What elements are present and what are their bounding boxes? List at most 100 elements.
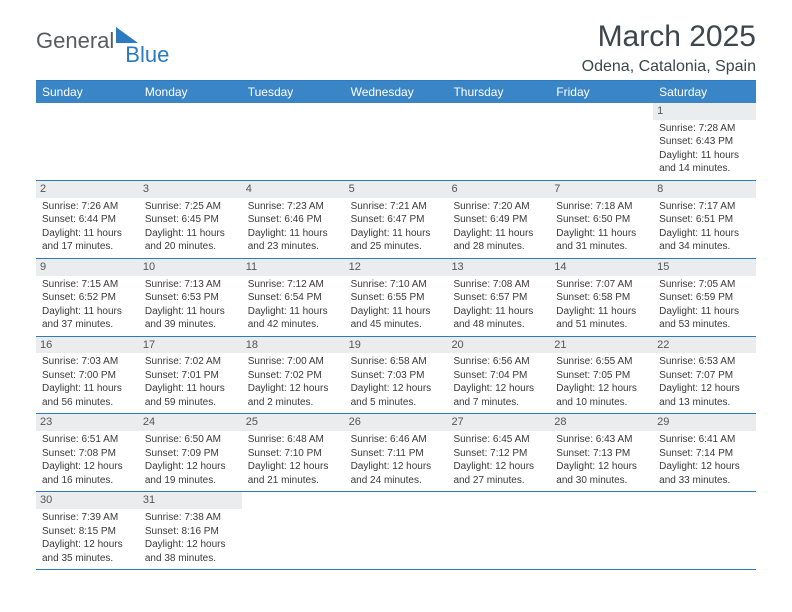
header-cell-wednesday: Wednesday [345,81,448,103]
daylight-text: Daylight: 12 hours and 10 minutes. [556,382,647,409]
logo-blue-text: Blue [125,42,169,68]
day-cell: 4Sunrise: 7:23 AMSunset: 6:46 PMDaylight… [242,181,345,258]
daylight-text: Daylight: 11 hours and 17 minutes. [42,227,133,254]
day-number: 14 [550,259,653,276]
daylight-text: Daylight: 11 hours and 59 minutes. [145,382,236,409]
sunset-text: Sunset: 7:04 PM [453,369,544,383]
day-cell: 21Sunrise: 6:55 AMSunset: 7:05 PMDayligh… [550,337,653,414]
day-number: 24 [139,414,242,431]
sunrise-text: Sunrise: 6:45 AM [453,433,544,447]
sunrise-text: Sunrise: 6:55 AM [556,355,647,369]
sunrise-text: Sunrise: 7:17 AM [659,200,750,214]
daylight-text: Daylight: 12 hours and 16 minutes. [42,460,133,487]
sunrise-text: Sunrise: 7:00 AM [248,355,339,369]
sunset-text: Sunset: 6:59 PM [659,291,750,305]
day-cell: 29Sunrise: 6:41 AMSunset: 7:14 PMDayligh… [653,414,756,491]
sunrise-text: Sunrise: 7:03 AM [42,355,133,369]
day-cell: 7Sunrise: 7:18 AMSunset: 6:50 PMDaylight… [550,181,653,258]
day-cell: 8Sunrise: 7:17 AMSunset: 6:51 PMDaylight… [653,181,756,258]
sunrise-text: Sunrise: 6:51 AM [42,433,133,447]
sunset-text: Sunset: 7:02 PM [248,369,339,383]
day-cell: 2Sunrise: 7:26 AMSunset: 6:44 PMDaylight… [36,181,139,258]
sunrise-text: Sunrise: 6:46 AM [351,433,442,447]
sunset-text: Sunset: 7:14 PM [659,447,750,461]
week-row: 1Sunrise: 7:28 AMSunset: 6:43 PMDaylight… [36,103,756,181]
calendar: SundayMondayTuesdayWednesdayThursdayFrid… [36,80,756,570]
header-cell-sunday: Sunday [36,81,139,103]
day-number: 17 [139,337,242,354]
sunset-text: Sunset: 7:01 PM [145,369,236,383]
day-cell: 23Sunrise: 6:51 AMSunset: 7:08 PMDayligh… [36,414,139,491]
day-number: 4 [242,181,345,198]
sunrise-text: Sunrise: 7:02 AM [145,355,236,369]
sunrise-text: Sunrise: 6:41 AM [659,433,750,447]
sunset-text: Sunset: 7:00 PM [42,369,133,383]
day-cell: 1Sunrise: 7:28 AMSunset: 6:43 PMDaylight… [653,103,756,180]
sunrise-text: Sunrise: 7:07 AM [556,278,647,292]
day-number: 5 [345,181,448,198]
day-number: 2 [36,181,139,198]
day-number: 27 [447,414,550,431]
day-cell: 18Sunrise: 7:00 AMSunset: 7:02 PMDayligh… [242,337,345,414]
sunrise-text: Sunrise: 7:25 AM [145,200,236,214]
sunset-text: Sunset: 6:54 PM [248,291,339,305]
daylight-text: Daylight: 12 hours and 33 minutes. [659,460,750,487]
logo-flag-icon [116,27,138,43]
day-number: 20 [447,337,550,354]
sunset-text: Sunset: 6:44 PM [42,213,133,227]
day-number: 9 [36,259,139,276]
day-cell: 13Sunrise: 7:08 AMSunset: 6:57 PMDayligh… [447,259,550,336]
day-number: 6 [447,181,550,198]
month-title: March 2025 [582,20,756,54]
header-cell-saturday: Saturday [653,81,756,103]
day-number: 11 [242,259,345,276]
daylight-text: Daylight: 11 hours and 31 minutes. [556,227,647,254]
sunrise-text: Sunrise: 6:58 AM [351,355,442,369]
day-cell: 30Sunrise: 7:39 AMSunset: 8:15 PMDayligh… [36,492,139,569]
day-cell [36,103,139,180]
day-cell: 9Sunrise: 7:15 AMSunset: 6:52 PMDaylight… [36,259,139,336]
day-cell: 15Sunrise: 7:05 AMSunset: 6:59 PMDayligh… [653,259,756,336]
sunrise-text: Sunrise: 7:38 AM [145,511,236,525]
day-cell: 17Sunrise: 7:02 AMSunset: 7:01 PMDayligh… [139,337,242,414]
sunset-text: Sunset: 7:05 PM [556,369,647,383]
day-number: 15 [653,259,756,276]
sunset-text: Sunset: 7:12 PM [453,447,544,461]
header-cell-thursday: Thursday [447,81,550,103]
daylight-text: Daylight: 11 hours and 28 minutes. [453,227,544,254]
day-number: 12 [345,259,448,276]
day-cell [345,103,448,180]
header-cell-tuesday: Tuesday [242,81,345,103]
day-cell: 11Sunrise: 7:12 AMSunset: 6:54 PMDayligh… [242,259,345,336]
day-number: 25 [242,414,345,431]
sunset-text: Sunset: 7:13 PM [556,447,647,461]
daylight-text: Daylight: 11 hours and 53 minutes. [659,305,750,332]
sunrise-text: Sunrise: 7:08 AM [453,278,544,292]
day-cell: 5Sunrise: 7:21 AMSunset: 6:47 PMDaylight… [345,181,448,258]
sunset-text: Sunset: 8:16 PM [145,525,236,539]
day-cell: 26Sunrise: 6:46 AMSunset: 7:11 PMDayligh… [345,414,448,491]
sunrise-text: Sunrise: 6:56 AM [453,355,544,369]
sunset-text: Sunset: 6:55 PM [351,291,442,305]
sunset-text: Sunset: 6:57 PM [453,291,544,305]
day-cell: 16Sunrise: 7:03 AMSunset: 7:00 PMDayligh… [36,337,139,414]
daylight-text: Daylight: 12 hours and 2 minutes. [248,382,339,409]
sunset-text: Sunset: 6:50 PM [556,213,647,227]
sunset-text: Sunset: 6:47 PM [351,213,442,227]
sunrise-text: Sunrise: 6:43 AM [556,433,647,447]
day-cell [653,492,756,569]
day-cell [447,492,550,569]
day-number: 22 [653,337,756,354]
day-cell: 24Sunrise: 6:50 AMSunset: 7:09 PMDayligh… [139,414,242,491]
sunset-text: Sunset: 7:10 PM [248,447,339,461]
sunset-text: Sunset: 6:49 PM [453,213,544,227]
sunset-text: Sunset: 6:58 PM [556,291,647,305]
sunrise-text: Sunrise: 6:53 AM [659,355,750,369]
sunrise-text: Sunrise: 7:18 AM [556,200,647,214]
daylight-text: Daylight: 11 hours and 42 minutes. [248,305,339,332]
day-cell [550,492,653,569]
daylight-text: Daylight: 12 hours and 27 minutes. [453,460,544,487]
daylight-text: Daylight: 12 hours and 35 minutes. [42,538,133,565]
daylight-text: Daylight: 12 hours and 7 minutes. [453,382,544,409]
daylight-text: Daylight: 11 hours and 23 minutes. [248,227,339,254]
